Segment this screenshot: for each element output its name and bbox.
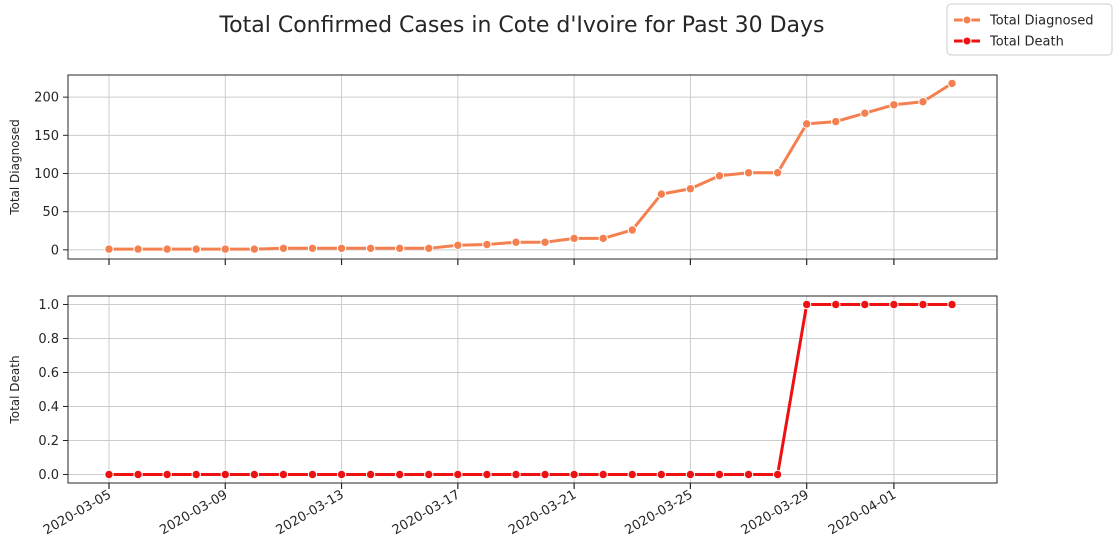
data-point	[831, 116, 841, 127]
data-point	[307, 243, 318, 254]
data-point	[889, 100, 899, 110]
data-point	[278, 243, 289, 254]
data-point	[278, 469, 289, 480]
data-point	[685, 184, 696, 194]
data-point	[162, 469, 172, 480]
data-point	[947, 299, 957, 310]
data-point	[365, 469, 376, 480]
data-point	[482, 469, 492, 480]
x-tick-label: 2020-03-21	[506, 487, 579, 538]
y-tick-label: 150	[34, 129, 59, 144]
data-point	[424, 243, 434, 254]
plot-frame	[67, 295, 998, 484]
plot-frame	[67, 74, 998, 260]
data-point	[191, 469, 201, 480]
y-tick-label: 200	[34, 91, 59, 106]
data-point	[831, 299, 841, 310]
data-point	[772, 168, 783, 178]
data-point	[191, 244, 201, 254]
y-tick-label: 1.0	[38, 298, 59, 313]
y-tick-label: 0.0	[38, 468, 59, 483]
data-point	[598, 233, 608, 244]
x-tick-label: 2020-03-25	[622, 487, 695, 538]
data-point	[220, 469, 230, 480]
data-point	[249, 469, 260, 480]
y-tick-label: 0.8	[38, 332, 59, 347]
data-point	[453, 240, 463, 250]
data-point	[133, 244, 143, 254]
data-point	[424, 469, 434, 480]
data-point	[395, 243, 405, 254]
legend-label: Total Diagnosed	[989, 14, 1094, 29]
panel-total-death: 0.0 0.2 0.4 0.6 0.8 1.0 Total Death	[8, 295, 998, 489]
legend-label: Total Death	[989, 35, 1064, 50]
data-point	[104, 244, 114, 254]
data-point	[743, 168, 754, 178]
x-tick-label: 2020-04-01	[826, 487, 899, 538]
data-point	[511, 237, 521, 247]
chart-title: Total Confirmed Cases in Cote d'Ivoire f…	[218, 13, 824, 38]
data-point	[743, 469, 754, 480]
data-point	[336, 469, 347, 480]
data-point	[918, 299, 928, 310]
data-point	[395, 469, 405, 480]
data-point	[801, 299, 812, 310]
y-tick-label: 0	[51, 243, 59, 258]
data-point	[482, 239, 492, 250]
data-point	[133, 469, 143, 480]
data-point	[656, 189, 667, 199]
data-point	[918, 97, 928, 107]
data-point	[249, 244, 260, 254]
data-point	[365, 243, 376, 254]
y-axis-label: Total Diagnosed	[8, 119, 22, 216]
data-point	[947, 78, 957, 89]
legend: Total Diagnosed Total Death	[946, 3, 1113, 56]
data-point	[627, 469, 637, 480]
x-tick-label: 2020-03-05	[41, 487, 114, 538]
legend-marker	[962, 36, 972, 46]
data-point	[627, 225, 637, 235]
data-point	[685, 469, 696, 480]
data-point	[656, 469, 667, 480]
data-point	[569, 233, 579, 244]
data-point	[860, 299, 870, 310]
data-point	[453, 469, 463, 480]
x-tick-label: 2020-03-17	[390, 487, 463, 538]
panel-total-diagnosed: 0 50 100 150 200 Total Diagnosed	[8, 74, 998, 265]
y-tick-label: 0.2	[38, 434, 59, 449]
data-point	[889, 299, 899, 310]
data-point	[540, 237, 550, 247]
x-axis-labels: 2020-03-05 2020-03-09 2020-03-13 2020-03-17…	[41, 487, 899, 538]
data-point	[540, 469, 550, 480]
legend-marker	[962, 15, 972, 25]
data-point	[598, 469, 608, 480]
data-point	[220, 244, 230, 254]
data-point	[307, 469, 318, 480]
y-tick-label: 50	[42, 205, 59, 220]
series-line-total-diagnosed	[109, 82, 953, 251]
data-point	[772, 469, 783, 480]
x-tick-label: 2020-03-13	[274, 487, 347, 538]
data-point	[511, 469, 521, 480]
data-point	[801, 119, 812, 129]
x-tick-label: 2020-03-29	[739, 487, 812, 538]
y-tick-label: 100	[34, 167, 59, 182]
data-point	[336, 243, 347, 254]
data-point	[569, 469, 579, 480]
data-point	[860, 108, 870, 118]
series-line-total-death	[109, 303, 953, 476]
data-point	[104, 469, 114, 480]
data-point	[162, 244, 172, 254]
y-axis-label: Total Death	[8, 355, 22, 424]
y-tick-label: 0.4	[38, 400, 59, 415]
data-point	[714, 469, 725, 480]
y-tick-label: 0.6	[38, 366, 59, 381]
data-point	[714, 171, 725, 181]
x-tick-label: 2020-03-09	[157, 487, 230, 538]
legend-box	[946, 3, 1113, 56]
